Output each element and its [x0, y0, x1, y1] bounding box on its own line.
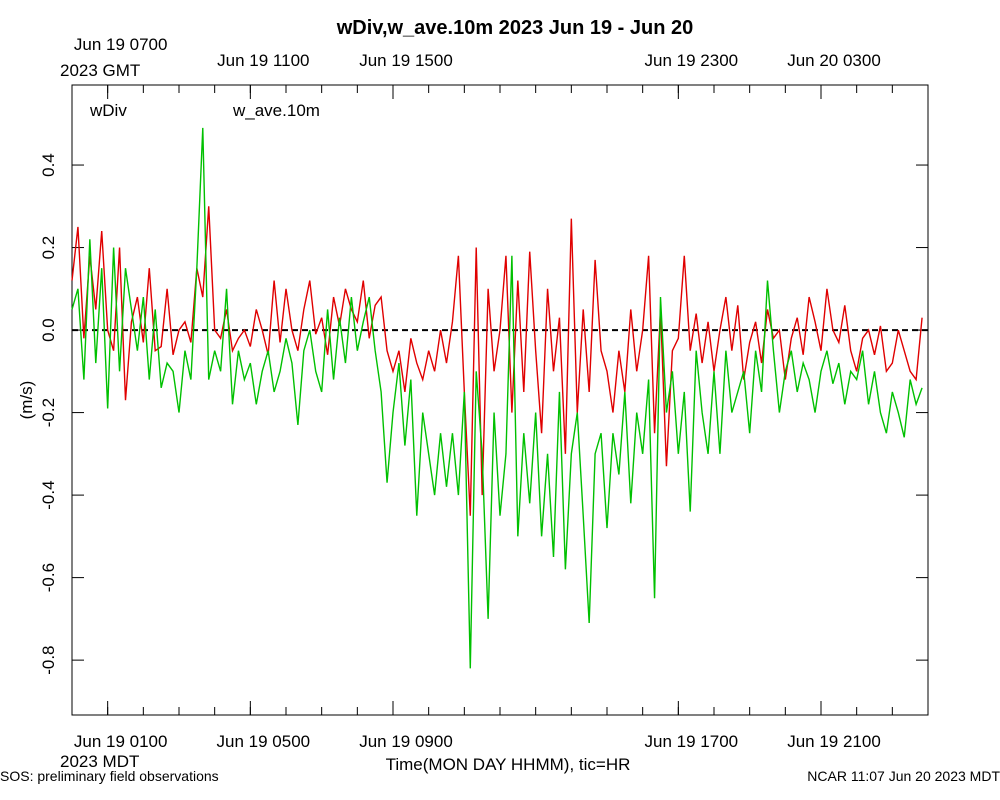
- top-x-tick-label: Jun 19 1500: [359, 51, 453, 70]
- y-tick-label: 0.2: [39, 236, 58, 260]
- footer-left: SOS: preliminary field observations: [0, 768, 219, 784]
- x-tick-label: Jun 19 1700: [645, 732, 739, 751]
- x-tick-label: Jun 19 2100: [787, 732, 881, 751]
- series-line: [71, 127, 923, 669]
- top-x-tick-label: Jun 20 0300: [787, 51, 881, 70]
- legend-entry: wDiv: [89, 101, 127, 120]
- y-tick-label: -0.4: [39, 480, 58, 509]
- x-tick-label: Jun 19 0900: [359, 732, 453, 751]
- y-tick-label: -0.6: [39, 563, 58, 592]
- y-tick-label: 0.0: [39, 318, 58, 342]
- y-tick-label: -0.2: [39, 398, 58, 427]
- y-tick-label: 0.4: [39, 153, 58, 177]
- x-axis-label: Time(MON DAY HHMM), tic=HR: [386, 755, 631, 774]
- y-tick-label: -0.8: [39, 645, 58, 674]
- top-x-tick-label: Jun 19 2300: [645, 51, 739, 70]
- top-x-tick-label: Jun 19 1100: [217, 51, 309, 70]
- top-timezone: 2023 GMT: [60, 61, 140, 80]
- legend-entry: w_ave.10m: [232, 101, 320, 120]
- top-x-tick-label: Jun 19 0700: [74, 35, 168, 54]
- chart-title: wDiv,w_ave.10m 2023 Jun 19 - Jun 20: [336, 17, 693, 39]
- x-tick-label: Jun 19 0500: [217, 732, 311, 751]
- bottom-timezone: 2023 MDT: [60, 752, 139, 771]
- x-tick-label: Jun 19 0100: [74, 732, 168, 751]
- footer-right: NCAR 11:07 Jun 20 2023 MDT: [807, 768, 1000, 784]
- y-axis-label: (m/s): [17, 381, 36, 420]
- series-line: [71, 206, 923, 516]
